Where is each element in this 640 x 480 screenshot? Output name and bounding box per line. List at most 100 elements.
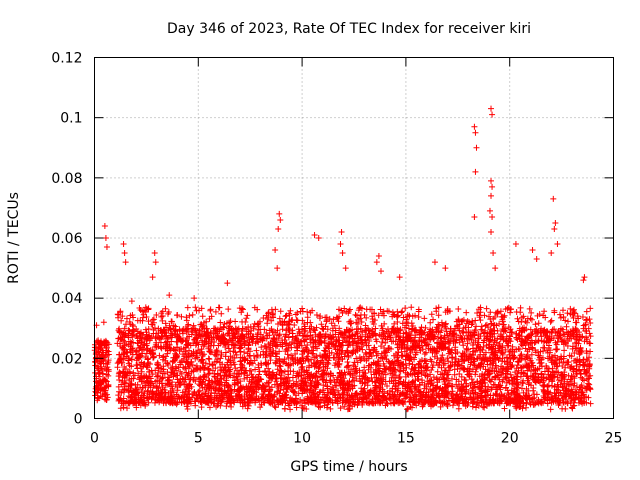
data-point — [299, 363, 306, 370]
data-point — [474, 355, 481, 362]
data-point — [560, 314, 567, 321]
data-point — [463, 309, 470, 316]
data-point — [497, 308, 504, 315]
data-point — [138, 365, 145, 372]
data-point — [351, 359, 358, 366]
data-point — [455, 306, 462, 313]
data-point — [253, 347, 260, 354]
data-point — [174, 376, 181, 383]
data-point — [527, 326, 534, 333]
data-point — [282, 313, 289, 320]
data-point — [318, 321, 325, 328]
data-point — [428, 311, 435, 318]
data-point — [547, 318, 554, 325]
data-point — [187, 375, 194, 382]
data-point — [286, 312, 293, 319]
data-point — [523, 319, 530, 326]
data-point — [587, 400, 594, 407]
data-point — [287, 368, 294, 375]
data-point — [347, 318, 354, 325]
data-point — [118, 317, 125, 324]
data-point — [455, 405, 462, 412]
data-point — [252, 366, 259, 373]
data-point — [189, 311, 196, 318]
data-point — [509, 362, 516, 369]
data-point — [528, 309, 535, 316]
data-point — [415, 313, 422, 320]
data-point — [358, 319, 365, 326]
data-points — [91, 105, 594, 413]
data-point — [587, 340, 594, 347]
data-point — [409, 361, 416, 368]
data-point — [307, 309, 314, 316]
data-point — [228, 403, 235, 410]
data-point — [396, 380, 403, 387]
data-point — [149, 316, 156, 323]
data-point — [401, 348, 408, 355]
data-point — [244, 405, 251, 412]
data-point — [402, 305, 409, 312]
data-point — [282, 340, 289, 347]
data-point — [277, 308, 284, 315]
data-point — [517, 309, 524, 316]
data-point — [248, 367, 255, 374]
data-point — [451, 371, 458, 378]
data-point — [366, 346, 373, 353]
data-point — [581, 377, 588, 384]
data-point — [287, 406, 294, 413]
data-point — [346, 370, 353, 377]
data-point — [427, 319, 434, 326]
data-point — [379, 335, 386, 342]
data-point — [564, 318, 571, 325]
data-point — [203, 318, 210, 325]
data-point — [117, 405, 124, 412]
data-point — [136, 305, 143, 312]
data-point — [209, 362, 216, 369]
data-point — [456, 358, 463, 365]
data-point — [541, 338, 548, 345]
data-point — [145, 325, 152, 332]
data-point — [246, 338, 253, 345]
data-point — [538, 370, 545, 377]
data-point — [439, 352, 446, 359]
data-point — [466, 318, 473, 325]
data-point — [304, 308, 311, 315]
data-point — [149, 371, 156, 378]
data-point — [186, 312, 193, 319]
data-point — [117, 343, 124, 350]
data-point — [155, 361, 162, 368]
data-point — [319, 325, 326, 332]
data-point — [323, 318, 330, 325]
data-point — [274, 366, 281, 373]
data-point — [537, 359, 544, 366]
data-point — [582, 321, 589, 328]
data-point — [433, 308, 440, 315]
data-point — [434, 368, 441, 375]
data-point — [317, 404, 324, 411]
data-point — [245, 402, 252, 409]
data-point — [518, 314, 525, 321]
data-point — [237, 378, 244, 385]
data-point — [585, 380, 592, 387]
data-point — [258, 344, 265, 351]
data-point — [481, 404, 488, 411]
data-point — [368, 374, 375, 381]
data-point — [327, 405, 334, 412]
data-point — [404, 406, 411, 413]
data-point — [337, 405, 344, 412]
data-point — [483, 305, 490, 312]
data-point — [299, 305, 306, 312]
data-point — [409, 379, 416, 386]
data-point — [346, 402, 353, 409]
data-point — [587, 333, 594, 340]
data-point — [487, 309, 494, 316]
data-point — [128, 356, 135, 363]
data-point — [254, 352, 261, 359]
data-point — [353, 355, 360, 362]
data-point — [206, 370, 213, 377]
data-point — [428, 367, 435, 374]
data-point — [294, 309, 301, 316]
data-point — [329, 384, 336, 391]
data-point — [547, 406, 554, 413]
